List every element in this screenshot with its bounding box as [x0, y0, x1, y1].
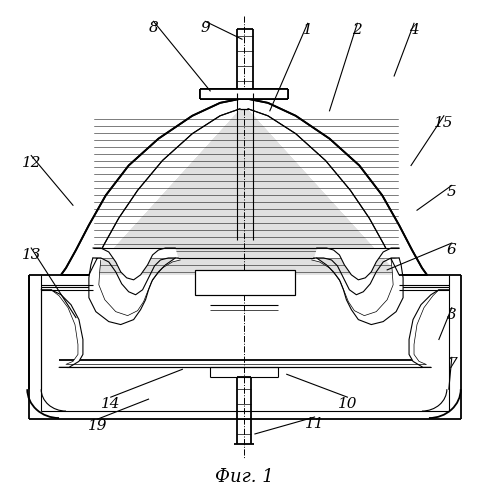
- Polygon shape: [312, 258, 403, 324]
- Text: 3: 3: [447, 308, 457, 322]
- Polygon shape: [109, 250, 158, 280]
- Text: 8: 8: [149, 22, 158, 36]
- Text: 12: 12: [21, 156, 41, 170]
- Text: 11: 11: [305, 417, 324, 431]
- Polygon shape: [93, 248, 178, 258]
- Polygon shape: [195, 270, 295, 294]
- Text: 19: 19: [88, 419, 108, 433]
- Text: 10: 10: [337, 397, 357, 411]
- Text: 4: 4: [409, 24, 419, 38]
- Text: 7: 7: [447, 358, 457, 372]
- Polygon shape: [61, 99, 427, 275]
- Text: Фиг. 1: Фиг. 1: [215, 468, 273, 485]
- Text: 6: 6: [447, 243, 457, 257]
- Polygon shape: [41, 290, 83, 368]
- Text: 2: 2: [353, 24, 362, 38]
- Polygon shape: [200, 89, 288, 99]
- Polygon shape: [89, 258, 180, 324]
- Text: 9: 9: [200, 22, 210, 36]
- Polygon shape: [409, 290, 449, 368]
- Text: 13: 13: [21, 248, 41, 262]
- Text: 14: 14: [101, 397, 120, 411]
- Polygon shape: [41, 275, 89, 287]
- Text: 5: 5: [447, 186, 457, 200]
- Polygon shape: [399, 275, 449, 287]
- Polygon shape: [334, 250, 383, 280]
- Text: 15: 15: [434, 116, 453, 130]
- Polygon shape: [93, 109, 399, 275]
- Polygon shape: [314, 248, 399, 258]
- Text: 1: 1: [303, 24, 313, 38]
